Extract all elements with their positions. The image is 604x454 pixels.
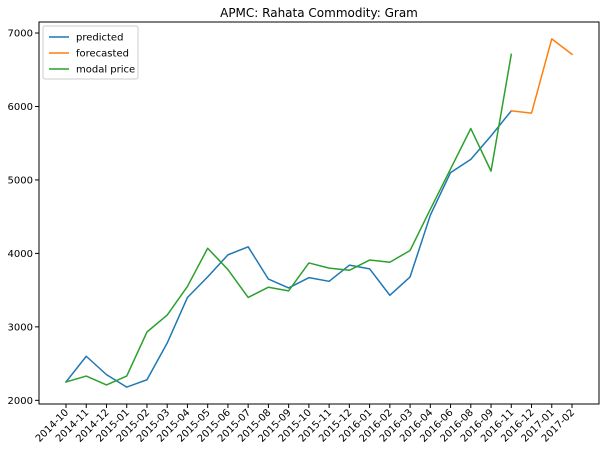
plot-lines	[64, 38, 574, 388]
series-line-modal-price	[65, 53, 513, 386]
y-tick-label: 4000	[8, 249, 33, 260]
y-tick-label: 7000	[8, 29, 33, 40]
plot-frame	[38, 21, 600, 405]
chart-title: APMC: Rahata Commodity: Gram	[220, 6, 418, 20]
legend-label: forecasted	[76, 49, 129, 60]
x-axis: 2014-102014-112014-122015-012015-022015-…	[34, 404, 577, 445]
y-tick-label: 3000	[8, 322, 33, 333]
series-line-predicted	[64, 109, 513, 388]
y-tick-label: 6000	[8, 102, 33, 113]
legend: predicted forecasted modal price	[42, 25, 139, 80]
y-axis: 2000 3000 4000 5000 6000 7000	[8, 29, 39, 407]
legend-box	[42, 25, 139, 80]
y-tick-label: 2000	[8, 396, 33, 407]
y-tick-label: 5000	[8, 175, 33, 186]
series-line-forecasted	[510, 38, 574, 114]
legend-label: predicted	[76, 33, 123, 44]
legend-label: modal price	[76, 65, 135, 76]
